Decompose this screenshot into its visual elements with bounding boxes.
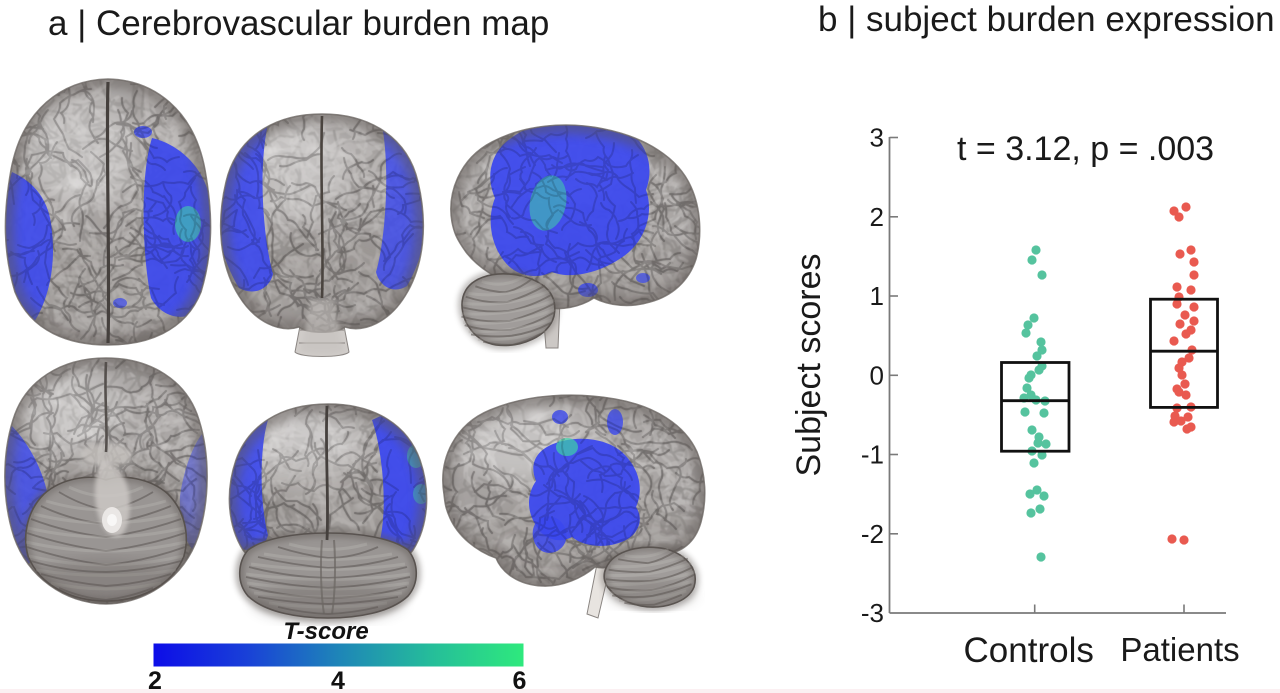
svg-text:t = 3.12, p = .003: t = 3.12, p = .003 [957, 130, 1214, 168]
svg-text:Patients: Patients [1120, 631, 1239, 668]
svg-text:-1: -1 [861, 440, 884, 470]
svg-text:T-score: T-score [283, 618, 368, 645]
svg-text:0: 0 [870, 360, 884, 390]
svg-text:Controls: Controls [964, 631, 1094, 670]
svg-text:-2: -2 [861, 519, 884, 549]
svg-text:2: 2 [148, 667, 162, 693]
svg-text:1: 1 [870, 281, 884, 311]
svg-text:2: 2 [870, 202, 884, 232]
svg-text:3: 3 [870, 123, 884, 153]
svg-text:-3: -3 [861, 598, 884, 628]
svg-text:a | Cerebrovascular burden map: a | Cerebrovascular burden map [48, 4, 549, 43]
svg-text:4: 4 [331, 667, 345, 693]
svg-text:Subject scores: Subject scores [790, 254, 828, 477]
svg-text:b | subject burden expression: b | subject burden expression [818, 0, 1275, 39]
svg-text:6: 6 [513, 667, 527, 693]
